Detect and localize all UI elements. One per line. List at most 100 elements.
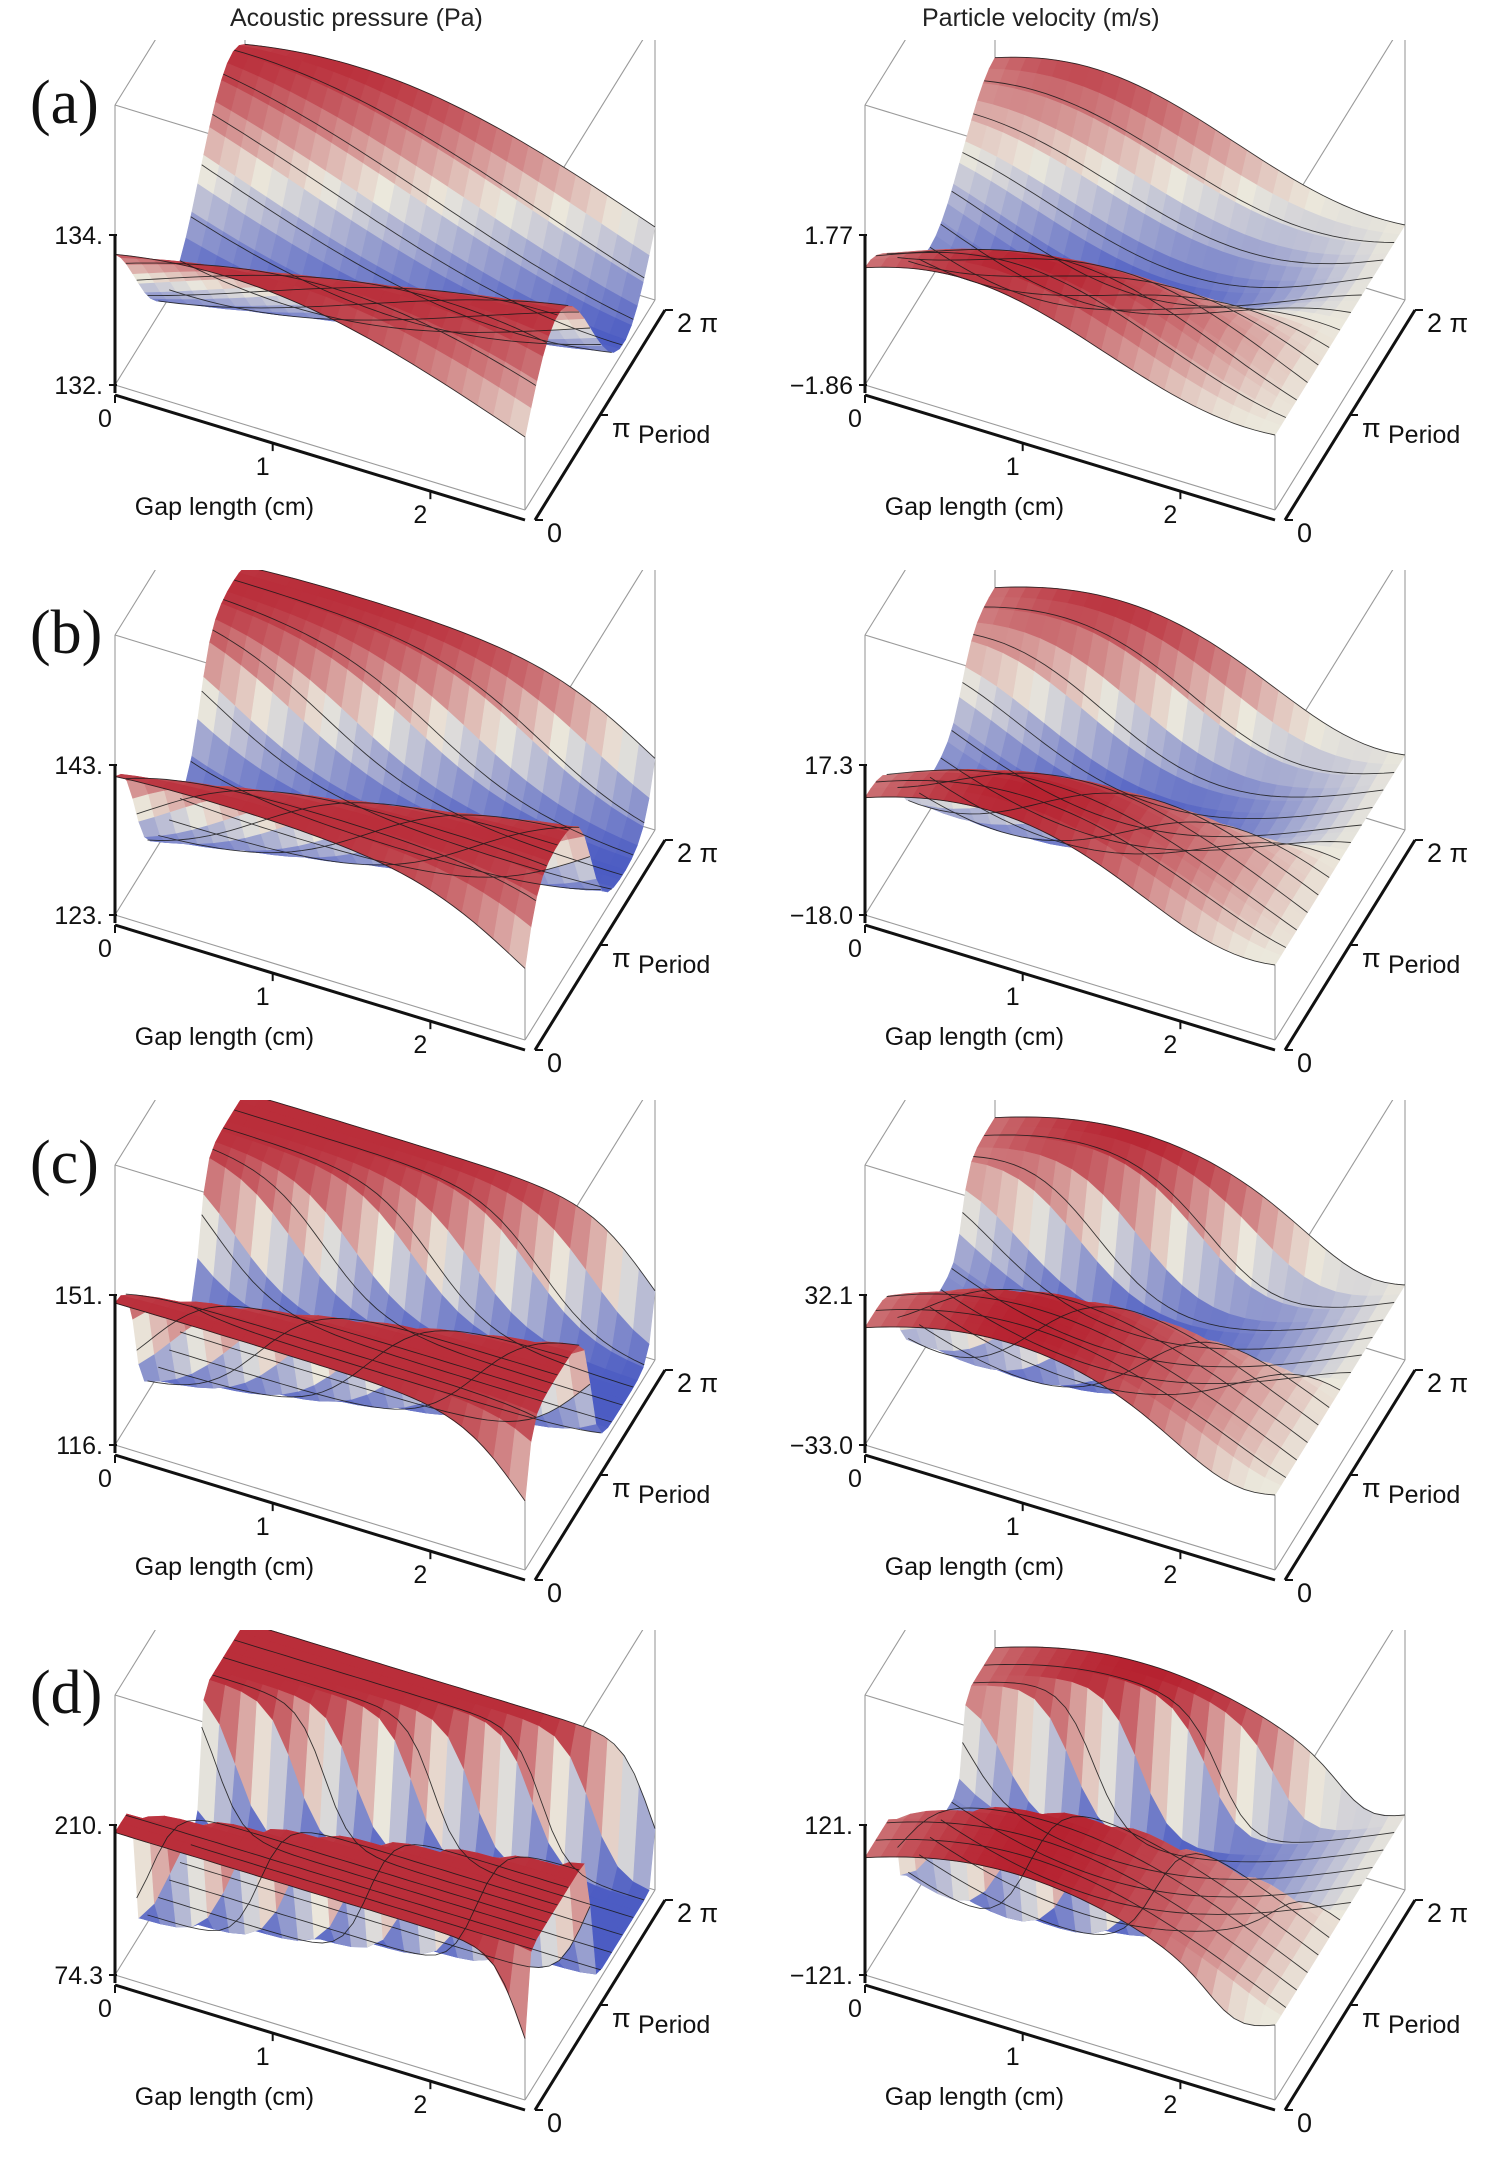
y-tick-label: π [612,2003,631,2033]
mesh-line [190,761,601,890]
z-tick-label: 1.77 [804,222,853,250]
mesh-line [940,1819,1351,1915]
mesh-line [169,1342,580,1410]
mesh-line [984,1663,1395,1843]
box-front-edges [864,1889,1406,2101]
z-tick-label: 123. [54,902,103,930]
mesh-line [994,1646,1406,1817]
mesh-line [201,1726,612,1953]
panel-label: (a) [30,69,99,137]
box-front-edges [114,1359,656,1571]
x-axis-label: Gap length (cm) [135,1553,314,1581]
mesh-line [940,1289,1351,1385]
x-tick-label: 1 [256,2043,270,2071]
mesh-line [875,1838,1287,2008]
y-tick-label: π [612,1473,631,1503]
surface-plot-velocity-a: 1.77 −1.86 0 1 2 Gap length (cm) 0 π 2 π Period [750,40,1500,570]
mesh-line [864,1856,1276,2027]
box-front-edges [114,299,656,511]
column-title-velocity: Particle velocity (m/s) [922,4,1160,32]
box-edge [524,299,656,511]
mesh-line [258,570,656,759]
mesh-line [158,814,569,854]
mesh-line [158,1844,569,1944]
mesh-line [136,1305,547,1394]
mesh-line [984,1134,1395,1308]
mesh-line [875,251,1286,418]
mesh-line [929,246,1341,331]
x-tick-label: 1 [256,453,270,481]
x-axis [114,1453,526,1582]
mesh-line [951,730,1362,838]
x-tick-label: 1 [1006,453,1020,481]
x-tick-label: 0 [98,1465,112,1493]
mesh-line [875,1309,1287,1478]
mesh-line [973,1681,1384,1863]
x-tick-label: 0 [848,935,862,963]
x-axis-label: Gap length (cm) [885,1023,1064,1051]
mesh-line [929,1306,1341,1396]
mesh-line [223,1127,634,1388]
mesh-line [886,249,1297,401]
x-tick-label: 0 [98,935,112,963]
z-tick-label: 17.3 [804,752,853,780]
surface [114,1630,656,2039]
z-tick-label: 151. [54,1282,103,1310]
surface-mesh-lines [864,1116,1406,1496]
mesh-line [244,43,656,228]
panel-label: (b) [30,599,103,667]
panel-label: (c) [30,1129,99,1197]
y-axis-label: Period [1388,1481,1460,1509]
y-axis-label: Period [1388,951,1460,979]
z-tick-label: −1.86 [790,372,853,400]
mesh-line [918,792,1330,878]
mesh-line [212,114,623,346]
x-axis [864,393,1276,522]
mesh-line [897,1288,1308,1443]
mesh-line [984,80,1395,243]
x-tick-label: 0 [848,1995,862,2023]
mesh-line [994,1116,1406,1286]
mesh-line [864,266,1276,436]
mesh-line [962,1212,1373,1350]
box-edge [114,1444,526,1571]
x-tick-label: 2 [1163,2091,1177,2119]
y-tick-label: π [1362,943,1381,973]
y-tick-label: 0 [1297,518,1312,548]
x-axis-label: Gap length (cm) [135,2083,314,2111]
mesh-line [114,1302,526,1502]
surface [114,1100,656,1502]
box-edge [864,914,1276,1041]
x-tick-label: 2 [413,1031,427,1059]
mesh-line [114,253,526,438]
box-front-edges [864,1359,1406,1571]
mesh-line [125,777,537,901]
mesh-line [929,776,1341,861]
mesh-line [136,274,547,344]
surface-mesh-lines [864,56,1406,436]
surface-plot-pressure-b: (b) 143. 123. 0 1 2 Gap length (cm) 0 π 2 π Period [0,570,750,1100]
x-axis [864,923,1276,1052]
y-axis-label: Period [638,421,710,449]
y-tick-label: π [1362,1473,1381,1503]
box-front-edges [114,1889,656,2101]
x-axis-label: Gap length (cm) [885,2083,1064,2111]
x-axis [114,923,526,1052]
mesh-line [190,1844,601,1971]
box-edge [114,1630,156,1696]
mesh-line [864,796,1276,966]
x-axis-label: Gap length (cm) [885,493,1064,521]
mesh-line [984,606,1395,775]
mesh-line [169,819,580,866]
mesh-line [918,1324,1330,1408]
mesh-line [994,586,1406,756]
mesh-line [158,299,569,309]
z-tick-label: 134. [54,222,103,250]
surface-plot-pressure-d: (d) 210. 74.3 0 1 2 Gap length (cm) 0 π 2 π Period [0,1630,750,2160]
x-tick-label: 2 [413,501,427,529]
mesh-line [223,73,634,320]
